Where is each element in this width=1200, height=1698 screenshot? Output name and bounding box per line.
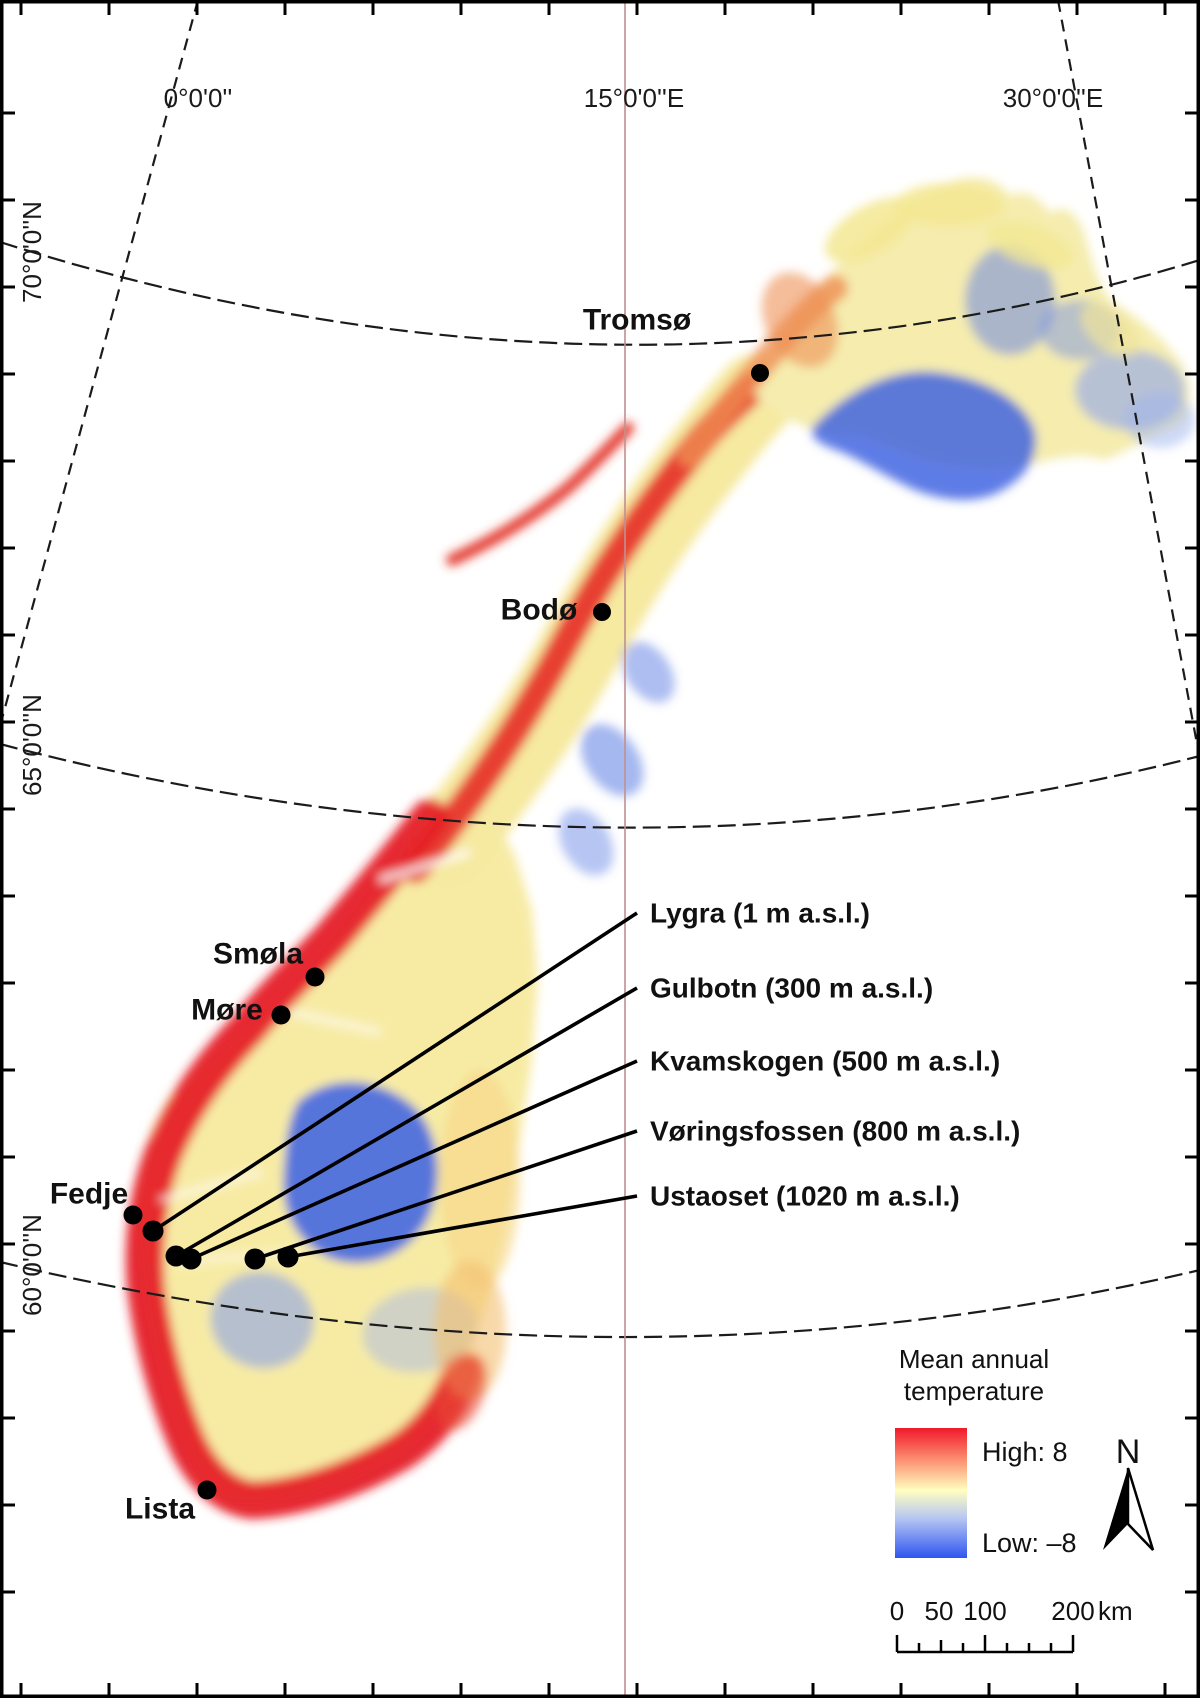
fjord-cut [159, 1169, 263, 1203]
strip-blue-patch [558, 808, 614, 876]
place-dots [123, 364, 769, 1500]
voringsfossen-dot [244, 1248, 266, 1270]
parallel-70n [0, 240, 1200, 346]
axis-label-70n: 70°0'0''N [17, 201, 47, 303]
south-yellow-east [440, 1070, 520, 1290]
graticule-lines [0, 0, 1200, 1339]
scale-label-50: 50 [925, 1596, 954, 1626]
bodo-dot [593, 603, 611, 621]
meridian-30e [1056, 0, 1200, 761]
scale-bar [895, 1635, 1075, 1654]
station-label-kvamskogen: Kvamskogen (500 m a.s.l.) [650, 1046, 1000, 1077]
parallel-60n [0, 1260, 1200, 1339]
station-line-gulbotn [175, 986, 638, 1258]
edge-ticks-left [3, 111, 15, 1594]
finnmark-coast-yellow [825, 197, 915, 263]
axis-label-30e: 30°0'0''E [1003, 83, 1103, 113]
station-label-ustaoset: Ustaoset (1020 m a.s.l.) [650, 1181, 960, 1212]
strip-blue-patch [621, 641, 675, 703]
station-line-ustaoset [287, 1194, 638, 1259]
legend-high-label: High: 8 [982, 1437, 1068, 1467]
fjord-cut [378, 848, 472, 884]
station-label-voringsfossen: Vøringsfossen (800 m a.s.l.) [650, 1116, 1020, 1147]
map-frame-ticks [3, 3, 1197, 1695]
north-arrow-icon [1126, 1467, 1155, 1551]
finnmark-coast-yellow [987, 220, 1073, 270]
smola-dot [305, 967, 325, 987]
north-arrow-icon [1103, 1468, 1128, 1550]
axis-label-0e: 0°0'0'' [164, 83, 233, 113]
tromso-label: Tromsø [583, 304, 692, 337]
scale-label-0: 0 [890, 1596, 904, 1626]
tromso-dot [751, 364, 769, 382]
station-line-lygra [152, 911, 638, 1233]
kvamskogen-dot [180, 1248, 202, 1270]
finnmark-coast-yellow [895, 183, 1005, 227]
scale-bar-ticks [895, 1635, 1075, 1652]
station-label-lygra: Lygra (1 m a.s.l.) [650, 898, 870, 929]
fedje-label: Fedje [50, 1178, 128, 1211]
tromso-orange-patch [761, 272, 839, 368]
scale-unit-label: km [1098, 1596, 1133, 1626]
axis-label-65n: 65°0'0''N [17, 694, 47, 796]
south-blue-patch [210, 1271, 314, 1369]
norway-landmass [125, 177, 1195, 1519]
oslo-coast-red [437, 1353, 487, 1431]
more-dot [271, 1005, 291, 1025]
finnmark-coast-yellow [1080, 302, 1140, 358]
lista-dot [197, 1480, 217, 1500]
north-arrow: N [1103, 1433, 1155, 1551]
lygra-dot [142, 1220, 164, 1242]
south-orange-east [434, 1260, 506, 1400]
station-callout-lines [152, 911, 638, 1261]
edge-ticks-bottom [19, 1683, 1167, 1695]
parallel-65n [0, 742, 1200, 829]
legend-low-label: Low: –8 [982, 1528, 1077, 1558]
south-coast-red [125, 799, 481, 1519]
bodo-label: Bodø [501, 594, 578, 627]
finnmark-blue-patch [1125, 392, 1195, 448]
finnmark-blue-patch [965, 245, 1055, 355]
finnmark-blue-core [811, 371, 1036, 500]
axis-label-15e: 15°0'0''E [584, 83, 684, 113]
fjord-cut [289, 1009, 381, 1035]
edge-ticks-top [19, 3, 1167, 15]
scale-label-100: 100 [963, 1596, 1006, 1626]
legend: Mean annual temperature High: 8 Low: –8 [895, 1344, 1077, 1558]
scale-label-200: 200 [1051, 1596, 1094, 1626]
lofoten-islands [446, 422, 634, 566]
axis-label-60n: 60°0'0''N [17, 1214, 47, 1316]
legend-gradient-ramp [895, 1428, 967, 1558]
station-line-kvamskogen [190, 1059, 638, 1261]
legend-title-line2: temperature [904, 1376, 1044, 1406]
station-label-gulbotn: Gulbotn (300 m a.s.l.) [650, 973, 933, 1004]
ustaoset-dot [277, 1246, 299, 1268]
edge-ticks-right [1185, 111, 1197, 1594]
lista-label: Lista [125, 1493, 195, 1526]
legend-title-line1: Mean annual [899, 1344, 1049, 1374]
fedje-dot [123, 1205, 143, 1225]
more-label: Møre [191, 994, 263, 1027]
strip-blue-patch [580, 723, 644, 797]
smola-label: Smøla [213, 938, 303, 971]
station-line-voringsfossen [254, 1129, 638, 1261]
meridian-0 [0, 0, 200, 727]
north-arrow-label: N [1116, 1433, 1141, 1471]
